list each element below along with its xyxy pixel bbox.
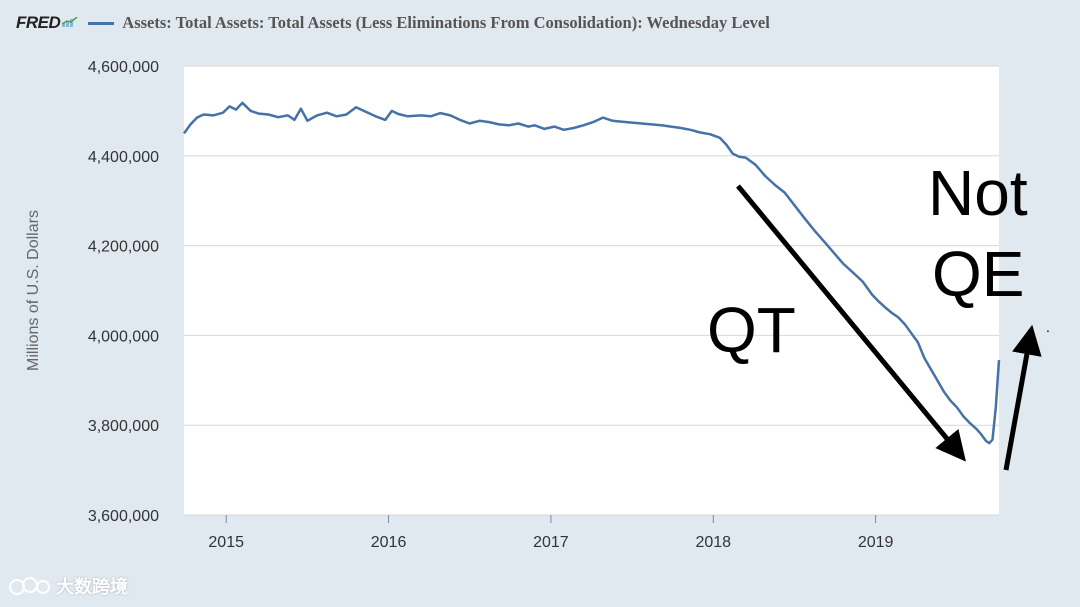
plot-area bbox=[184, 66, 999, 515]
y-tick-label: 3,800,000 bbox=[88, 418, 159, 435]
fred-logo[interactable]: FRED bbox=[16, 13, 61, 32]
x-axis: 2015 2016 2017 2018 2019 bbox=[208, 515, 894, 551]
x-tick-label: 2017 bbox=[533, 534, 569, 551]
chart-header: FRED Assets: Total Assets: Total Assets … bbox=[16, 9, 770, 37]
weibo-logo-icon bbox=[9, 577, 50, 595]
watermark-text: 大数跨境 bbox=[56, 577, 128, 597]
y-axis-label: Millions of U.S. Dollars bbox=[25, 210, 42, 371]
y-tick-label: 4,000,000 bbox=[88, 328, 159, 345]
watermark: 大数跨境 bbox=[8, 573, 128, 599]
annotation-qt: QT bbox=[707, 294, 796, 366]
chart-trend-icon bbox=[62, 17, 78, 27]
annotation-not: Not bbox=[928, 157, 1028, 229]
y-tick-label: 3,600,000 bbox=[88, 508, 159, 525]
y-tick-label: 4,200,000 bbox=[88, 239, 159, 256]
x-tick-label: 2019 bbox=[858, 534, 894, 551]
y-tick-label: 4,600,000 bbox=[88, 59, 159, 76]
legend-line-swatch bbox=[88, 21, 115, 25]
y-axis: 3,600,000 3,800,000 4,000,000 4,200,000 4,40… bbox=[88, 59, 159, 525]
x-tick-label: 2015 bbox=[208, 534, 244, 551]
annotation-qe: QE bbox=[932, 238, 1024, 310]
qt-arrow bbox=[736, 184, 966, 462]
not-qe-arrow bbox=[1003, 324, 1042, 471]
annotation-dot: . bbox=[1046, 319, 1050, 335]
x-tick-label: 2016 bbox=[371, 534, 407, 551]
x-tick-label: 2018 bbox=[695, 534, 731, 551]
y-tick-label: 4,400,000 bbox=[88, 149, 159, 166]
series-title: Assets: Total Assets: Total Assets (Less… bbox=[122, 13, 770, 32]
series-line-total-assets bbox=[182, 101, 1001, 445]
